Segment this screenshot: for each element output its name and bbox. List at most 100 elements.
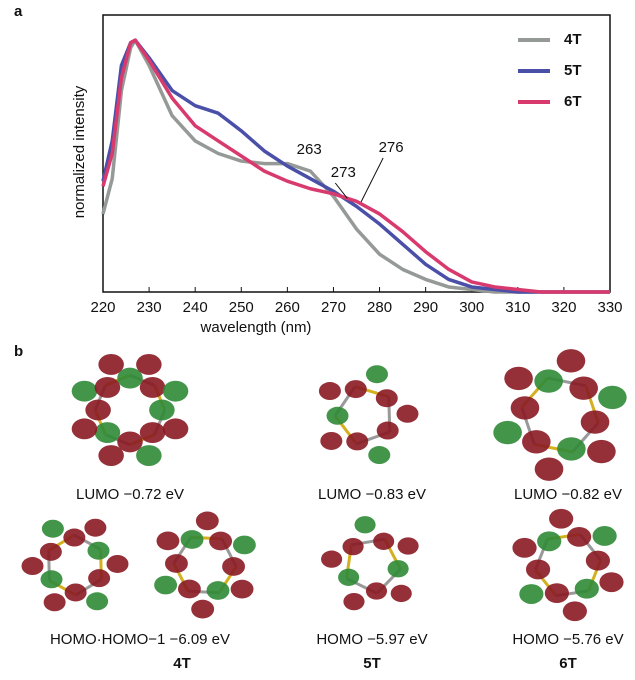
orbital-lobe <box>40 570 63 589</box>
x-tick-label: 250 <box>229 299 254 316</box>
orbital-lobe <box>338 568 360 586</box>
annotation-leader <box>334 182 348 199</box>
orbital-lobe <box>88 569 111 588</box>
plot-frame <box>102 14 611 293</box>
x-tick-label: 300 <box>459 299 484 316</box>
orbital-lobe <box>504 366 533 391</box>
annotation: 273 <box>331 164 356 181</box>
orbital-lobe <box>549 508 574 529</box>
orbital-lobe <box>534 369 563 393</box>
x-tick-label: 310 <box>505 299 530 316</box>
orbital-lobe <box>396 404 419 423</box>
orbital-lobe <box>569 376 598 400</box>
orbital-image <box>318 365 419 465</box>
orbital-lobe <box>71 380 98 402</box>
orbital-lobe <box>326 406 349 425</box>
orbital-lobe <box>21 557 44 576</box>
orbital-lobe <box>365 365 388 384</box>
orbital-lobe <box>585 550 611 571</box>
orbital-lobe <box>195 511 219 531</box>
orbital-lobe <box>493 420 522 445</box>
x-tick-label: 270 <box>321 299 346 316</box>
legend-label: 5T <box>564 62 582 79</box>
orbital-lobe <box>206 581 230 600</box>
orbital-lobe <box>365 582 388 600</box>
orbital-lobe <box>519 584 544 604</box>
orbital-lobe <box>230 579 254 599</box>
orbital-lobe <box>43 593 66 612</box>
orbital-lobe <box>85 399 111 421</box>
orbital-lobe <box>63 528 86 547</box>
orbital-lobe <box>320 431 343 450</box>
molecule-label: 4T <box>173 655 191 672</box>
orbital-lobe <box>94 422 121 443</box>
orbital-lobe <box>117 367 143 389</box>
orbital-image <box>71 354 189 466</box>
orbital-caption: LUMO −0.82 eV <box>514 486 622 503</box>
orbital-image <box>154 511 256 619</box>
orbital-lobe <box>162 418 189 440</box>
molecule-label: 5T <box>363 655 381 672</box>
orbital-image <box>321 516 419 611</box>
orbital-lobe <box>346 432 369 451</box>
orbital-caption: LUMO −0.72 eV <box>76 486 184 503</box>
orbital-lobe <box>209 531 233 551</box>
x-tick-label: 280 <box>367 299 392 316</box>
x-tick-label: 220 <box>90 299 115 316</box>
orbital-lobe <box>376 421 399 440</box>
x-tick-label: 240 <box>183 299 208 316</box>
orbital-lobe <box>87 541 110 560</box>
orbital-lobe <box>598 385 627 410</box>
orbital-lobe <box>592 526 617 546</box>
orbital-lobe <box>567 526 592 547</box>
orbital-lobe <box>164 554 188 573</box>
line-series <box>101 38 610 294</box>
orbital-lobe <box>525 559 551 580</box>
orbital-lobe <box>117 431 143 453</box>
annotation-leader <box>360 157 384 203</box>
orbital-lobe <box>580 410 610 434</box>
orbital-lobe <box>41 519 64 538</box>
orbital-lobe <box>544 583 569 604</box>
orbital-lobe <box>232 535 256 555</box>
x-tick-label: 230 <box>137 299 162 316</box>
line-series <box>101 38 610 294</box>
orbital-lobe <box>343 592 365 611</box>
orbital-lobe <box>387 560 409 578</box>
orbital-lobe <box>180 530 204 549</box>
panel-label: a <box>14 3 23 20</box>
legend-label: 4T <box>564 31 582 48</box>
orbital-lobe <box>318 382 341 401</box>
orbital-caption: LUMO −0.83 eV <box>318 486 426 503</box>
orbital-lobe <box>106 554 129 573</box>
panel-label: b <box>14 343 23 360</box>
orbital-lobe <box>368 446 391 465</box>
orbital-lobe <box>375 389 398 408</box>
orbital-image <box>512 508 624 622</box>
orbital-lobe <box>86 592 109 611</box>
orbital-caption: HOMO·HOMO−1 −6.09 eV <box>50 631 230 648</box>
orbital-lobe <box>139 377 166 398</box>
orbital-image <box>493 349 627 481</box>
y-axis-label: normalized intensity <box>71 85 88 218</box>
orbital-lobe <box>342 537 364 556</box>
orbital-lobe <box>71 418 98 440</box>
legend-label: 6T <box>564 93 582 110</box>
annotation: 276 <box>379 139 404 156</box>
orbital-lobe <box>562 601 587 622</box>
line-series <box>101 38 610 294</box>
orbital-lobe <box>149 399 175 421</box>
orbital-lobe <box>64 583 87 602</box>
orbital-caption: HOMO −5.76 eV <box>512 631 623 648</box>
orbital-lobe <box>373 532 395 550</box>
orbital-lobe <box>397 537 419 555</box>
orbital-lobe <box>136 354 162 375</box>
orbital-lobe <box>534 457 564 481</box>
x-tick-label: 330 <box>597 299 622 316</box>
x-tick-label: 290 <box>413 299 438 316</box>
orbital-lobe <box>574 578 599 599</box>
orbital-lobe <box>599 572 624 593</box>
orbital-lobe <box>222 557 246 576</box>
orbital-lobe <box>39 542 62 561</box>
